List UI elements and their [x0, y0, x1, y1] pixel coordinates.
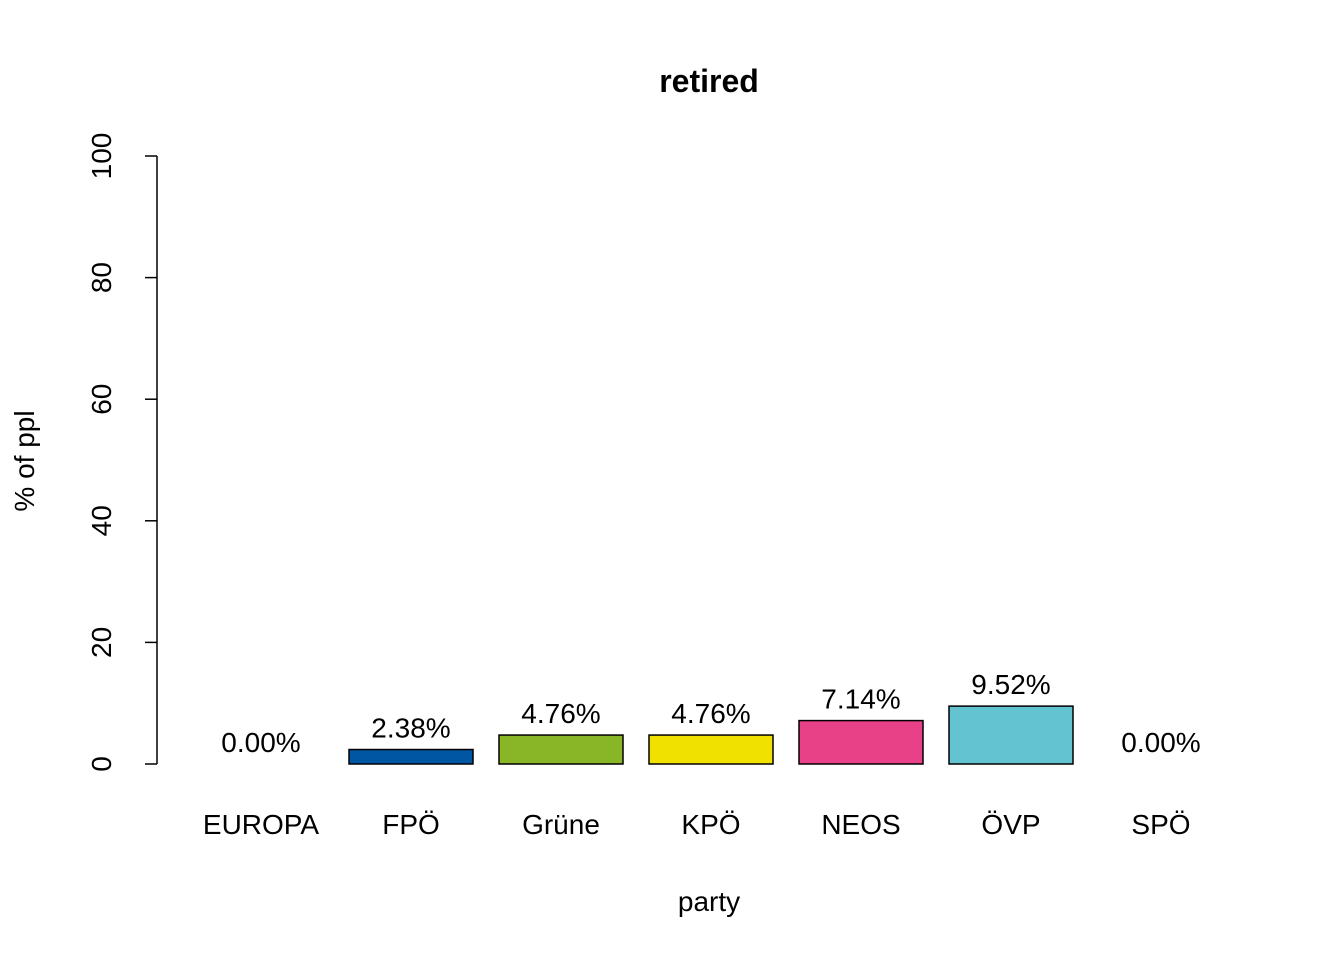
- chart-title: retired: [659, 63, 759, 99]
- bar: [498, 734, 624, 765]
- x-tick-label: KPÖ: [681, 809, 740, 840]
- x-tick-label: SPÖ: [1131, 809, 1190, 840]
- bar-value-label: 0.00%: [221, 727, 300, 758]
- bar: [648, 734, 774, 765]
- bar-value-label: 2.38%: [371, 713, 450, 744]
- y-tick-label: 40: [86, 505, 117, 536]
- bar: [348, 748, 474, 765]
- x-tick-label: FPÖ: [382, 809, 440, 840]
- bar-value-label: 4.76%: [521, 698, 600, 729]
- y-tick-label: 0: [86, 756, 117, 772]
- x-tick-label: ÖVP: [981, 809, 1040, 840]
- x-tick-label: EUROPA: [203, 809, 319, 840]
- y-tick-label: 60: [86, 384, 117, 415]
- x-tick-label: Grüne: [522, 809, 600, 840]
- x-axis-label: party: [678, 886, 740, 917]
- bar: [798, 719, 924, 765]
- bars-group: [348, 705, 1074, 765]
- bar-value-label: 4.76%: [671, 698, 750, 729]
- value-labels-group: 0.00% 2.38% 4.76% 4.76% 7.14% 9.52% 0.00%: [221, 669, 1200, 758]
- y-tick-label: 80: [86, 262, 117, 293]
- bar-value-label: 0.00%: [1121, 727, 1200, 758]
- bar-value-label: 7.14%: [821, 684, 900, 715]
- bar-value-label: 9.52%: [971, 669, 1050, 700]
- y-tick-label: 20: [86, 627, 117, 658]
- y-axis-label: % of ppl: [9, 410, 40, 511]
- y-tick-label: 100: [86, 133, 117, 180]
- x-tick-label: NEOS: [821, 809, 900, 840]
- x-tick-labels-group: EUROPA FPÖ Grüne KPÖ NEOS ÖVP SPÖ: [203, 809, 1191, 840]
- bar: [948, 705, 1074, 765]
- y-axis-ticks: 0 20 40 60 80 100: [86, 133, 157, 772]
